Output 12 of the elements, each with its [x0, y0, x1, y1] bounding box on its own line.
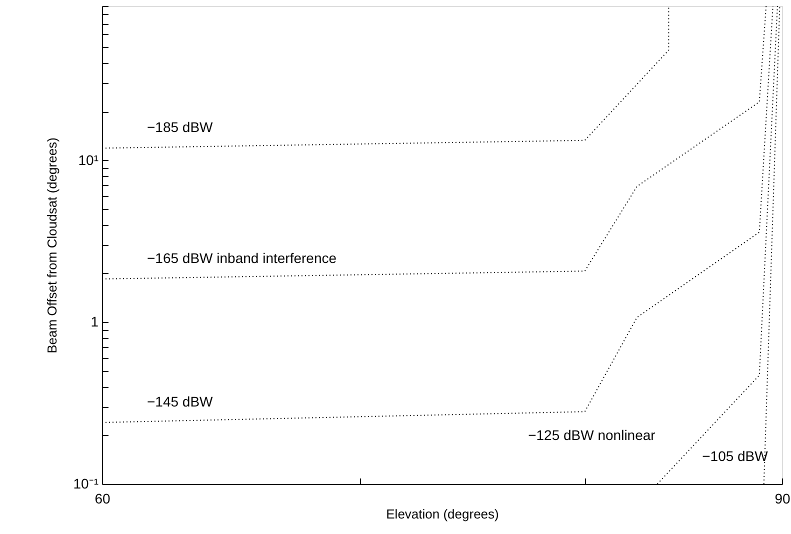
annotation: −105 dBW — [702, 448, 769, 464]
y-tick-label: 10⁻¹ — [73, 476, 99, 492]
annotation: −165 dBW inband interference — [147, 250, 337, 266]
annotation: −185 dBW — [147, 119, 214, 136]
y-tick-label: 1 — [90, 314, 99, 330]
annotation: −145 dBW — [147, 393, 214, 410]
y-axis-title: Beam Offset from Cloudsat (degrees) — [44, 138, 60, 354]
annotation: −125 dBW nonlinear — [528, 427, 656, 443]
y-tick-label: 10¹ — [78, 152, 99, 168]
x-axis-title: Elevation (degrees) — [386, 506, 499, 522]
x-tick-label: 60 — [94, 490, 110, 506]
x-tick-label: 90 — [774, 490, 790, 506]
